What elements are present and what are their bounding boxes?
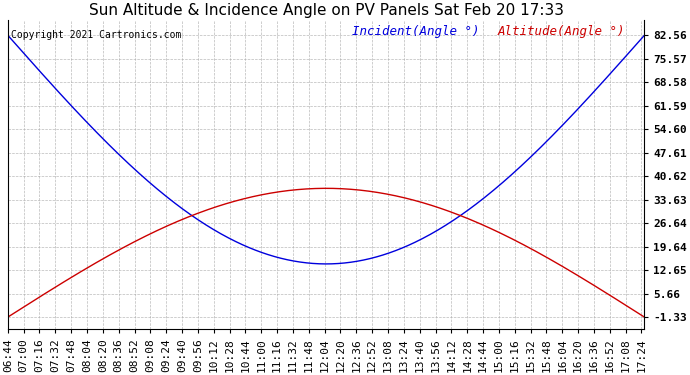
- Title: Sun Altitude & Incidence Angle on PV Panels Sat Feb 20 17:33: Sun Altitude & Incidence Angle on PV Pan…: [88, 3, 564, 18]
- Text: Incident(Angle °): Incident(Angle °): [352, 25, 479, 38]
- Text: Altitude(Angle °): Altitude(Angle °): [498, 25, 626, 38]
- Text: Copyright 2021 Cartronics.com: Copyright 2021 Cartronics.com: [11, 30, 181, 40]
